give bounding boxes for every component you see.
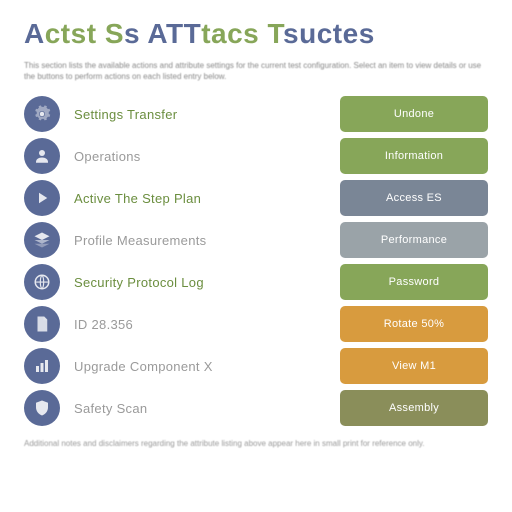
list-item: Safety Scan Assembly [24, 390, 488, 426]
list-item: Operations Information [24, 138, 488, 174]
list-item: Upgrade Component X View M1 [24, 348, 488, 384]
action-button[interactable]: Assembly [340, 390, 488, 426]
action-button[interactable]: Performance [340, 222, 488, 258]
list-item: Active The Step Plan Access ES [24, 180, 488, 216]
row-label: Settings Transfer [74, 107, 326, 122]
gear-icon [24, 96, 60, 132]
action-button[interactable]: View M1 [340, 348, 488, 384]
stack-icon [24, 222, 60, 258]
shield-icon [24, 390, 60, 426]
page-footer: Additional notes and disclaimers regardi… [24, 438, 488, 449]
action-button[interactable]: Undone [340, 96, 488, 132]
action-button[interactable]: Password [340, 264, 488, 300]
doc-icon [24, 306, 60, 342]
row-label: Active The Step Plan [74, 191, 326, 206]
play-icon [24, 180, 60, 216]
row-label: Profile Measurements [74, 233, 326, 248]
list-item: ID 28.356 Rotate 50% [24, 306, 488, 342]
row-label: Upgrade Component X [74, 359, 326, 374]
action-list: Settings Transfer Undone Operations Informa… [24, 96, 488, 426]
list-item: Profile Measurements Performance [24, 222, 488, 258]
row-label: Operations [74, 149, 326, 164]
page-title: Actst Ss ATTtacs Tsuctes [24, 18, 488, 50]
user-icon [24, 138, 60, 174]
list-item: Settings Transfer Undone [24, 96, 488, 132]
chart-icon [24, 348, 60, 384]
row-label: ID 28.356 [74, 317, 326, 332]
row-label: Security Protocol Log [74, 275, 326, 290]
list-item: Security Protocol Log Password [24, 264, 488, 300]
action-button[interactable]: Access ES [340, 180, 488, 216]
page-subtitle: This section lists the available actions… [24, 60, 488, 82]
action-button[interactable]: Information [340, 138, 488, 174]
row-label: Safety Scan [74, 401, 326, 416]
globe-icon [24, 264, 60, 300]
action-button[interactable]: Rotate 50% [340, 306, 488, 342]
